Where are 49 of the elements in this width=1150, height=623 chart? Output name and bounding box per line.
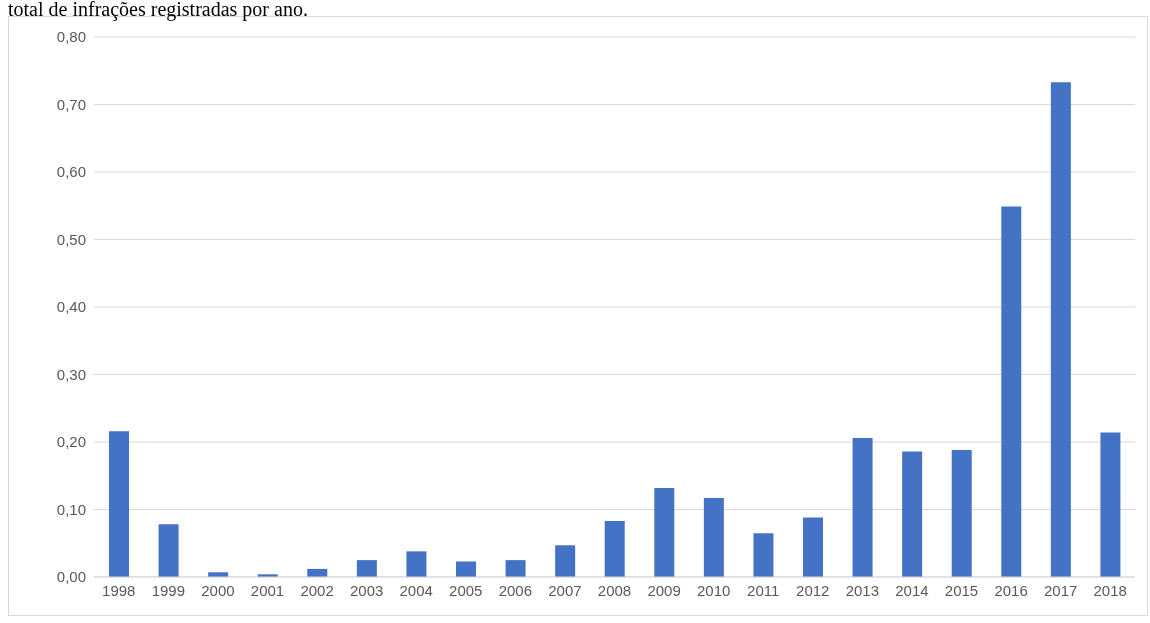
bar: [406, 551, 427, 577]
x-tick-label: 2000: [201, 581, 235, 599]
bar: [356, 560, 377, 577]
x-tick-label: 2003: [349, 581, 384, 599]
x-tick-label: 1998: [102, 581, 136, 599]
y-tick-label: 0,50: [56, 230, 86, 248]
x-tick-label: 2012: [796, 581, 830, 599]
y-tick-label: 0,70: [56, 95, 86, 113]
y-tick-label: 0,00: [56, 568, 86, 586]
bar: [1100, 432, 1121, 577]
y-tick-label: 0,40: [56, 298, 86, 316]
bar: [654, 487, 675, 577]
bar: [803, 517, 823, 577]
bar: [902, 451, 923, 577]
y-tick-label: 0,30: [56, 365, 86, 383]
x-tick-label: 1999: [151, 581, 186, 599]
x-tick-label: 2006: [498, 581, 533, 599]
x-tick-label: 2013: [845, 581, 880, 599]
x-tick-label: 2009: [647, 581, 681, 599]
chart-title: total de infrações registradas por ano.: [8, 0, 309, 20]
x-tick-label: 2002: [300, 581, 334, 599]
x-tick-label: 2008: [597, 581, 632, 599]
bar: [1001, 206, 1022, 577]
bar: [1050, 82, 1071, 577]
bar: [505, 560, 526, 577]
x-tick-label: 2011: [747, 581, 780, 599]
y-tick-label: 0,60: [56, 163, 86, 181]
x-tick-label: 2005: [449, 581, 483, 599]
bar: [703, 498, 724, 577]
bar: [109, 431, 129, 577]
y-tick-label: 0,20: [56, 433, 86, 451]
x-tick-label: 2014: [895, 581, 929, 599]
x-tick-label: 2004: [399, 581, 433, 599]
x-tick-label: 2007: [548, 581, 582, 599]
x-tick-label: 2018: [1093, 581, 1127, 599]
y-tick-label: 0,80: [56, 28, 86, 46]
x-tick-label: 2001: [250, 581, 285, 599]
bar: [951, 450, 972, 577]
x-tick-label: 2015: [944, 581, 979, 599]
bar: [158, 524, 179, 577]
x-tick-label: 2010: [696, 581, 731, 599]
x-tick-label: 2016: [994, 581, 1028, 599]
bar: [456, 561, 476, 577]
bar: [852, 437, 873, 577]
y-tick-label: 0,10: [56, 500, 86, 518]
bar: [753, 533, 774, 577]
bar: [555, 545, 576, 577]
bar: [604, 520, 625, 577]
x-tick-label: 2017: [1043, 581, 1078, 599]
